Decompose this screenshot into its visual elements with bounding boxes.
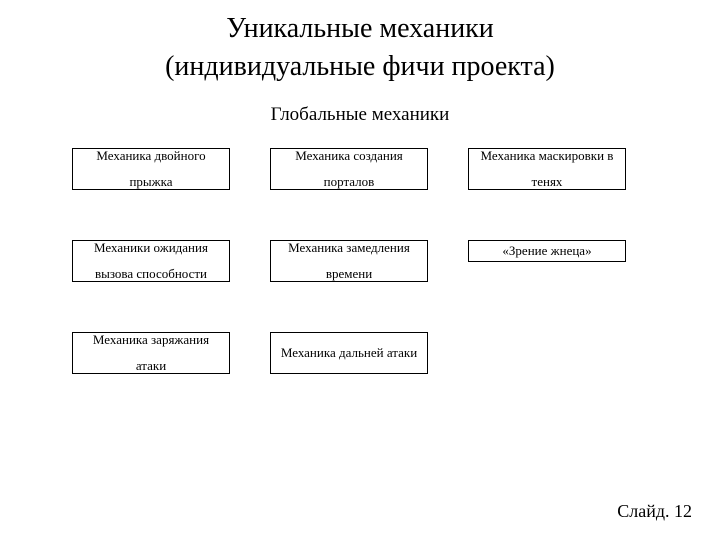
mechanic-cell: Механика двойного прыжка — [72, 148, 230, 190]
mechanic-cell: Механика маскировки в тенях — [468, 148, 626, 190]
mechanic-cell: Механика заряжания атаки — [72, 332, 230, 374]
grid-row: Механика заряжания атаки Механика дальне… — [72, 332, 720, 374]
mechanic-cell: Механики ожидания вызова способности — [72, 240, 230, 282]
mechanics-grid: Механика двойного прыжка Механика создан… — [0, 148, 720, 374]
title-line-2: (индивидуальные фичи проекта) — [165, 51, 555, 82]
grid-row: Механики ожидания вызова способности Мех… — [72, 240, 720, 282]
page-title: Уникальные механики (индивидуальные фичи… — [0, 0, 720, 86]
mechanic-cell: Механика создания порталов — [270, 148, 428, 190]
mechanic-cell: Механика замедления времени — [270, 240, 428, 282]
slide-number: Слайд. 12 — [617, 501, 692, 522]
subtitle: Глобальные механики — [0, 104, 720, 126]
title-line-1: Уникальные механики — [226, 13, 494, 44]
grid-row: Механика двойного прыжка Механика создан… — [72, 148, 720, 190]
mechanic-cell: «Зрение жнеца» — [468, 240, 626, 262]
mechanic-cell: Механика дальней атаки — [270, 332, 428, 374]
